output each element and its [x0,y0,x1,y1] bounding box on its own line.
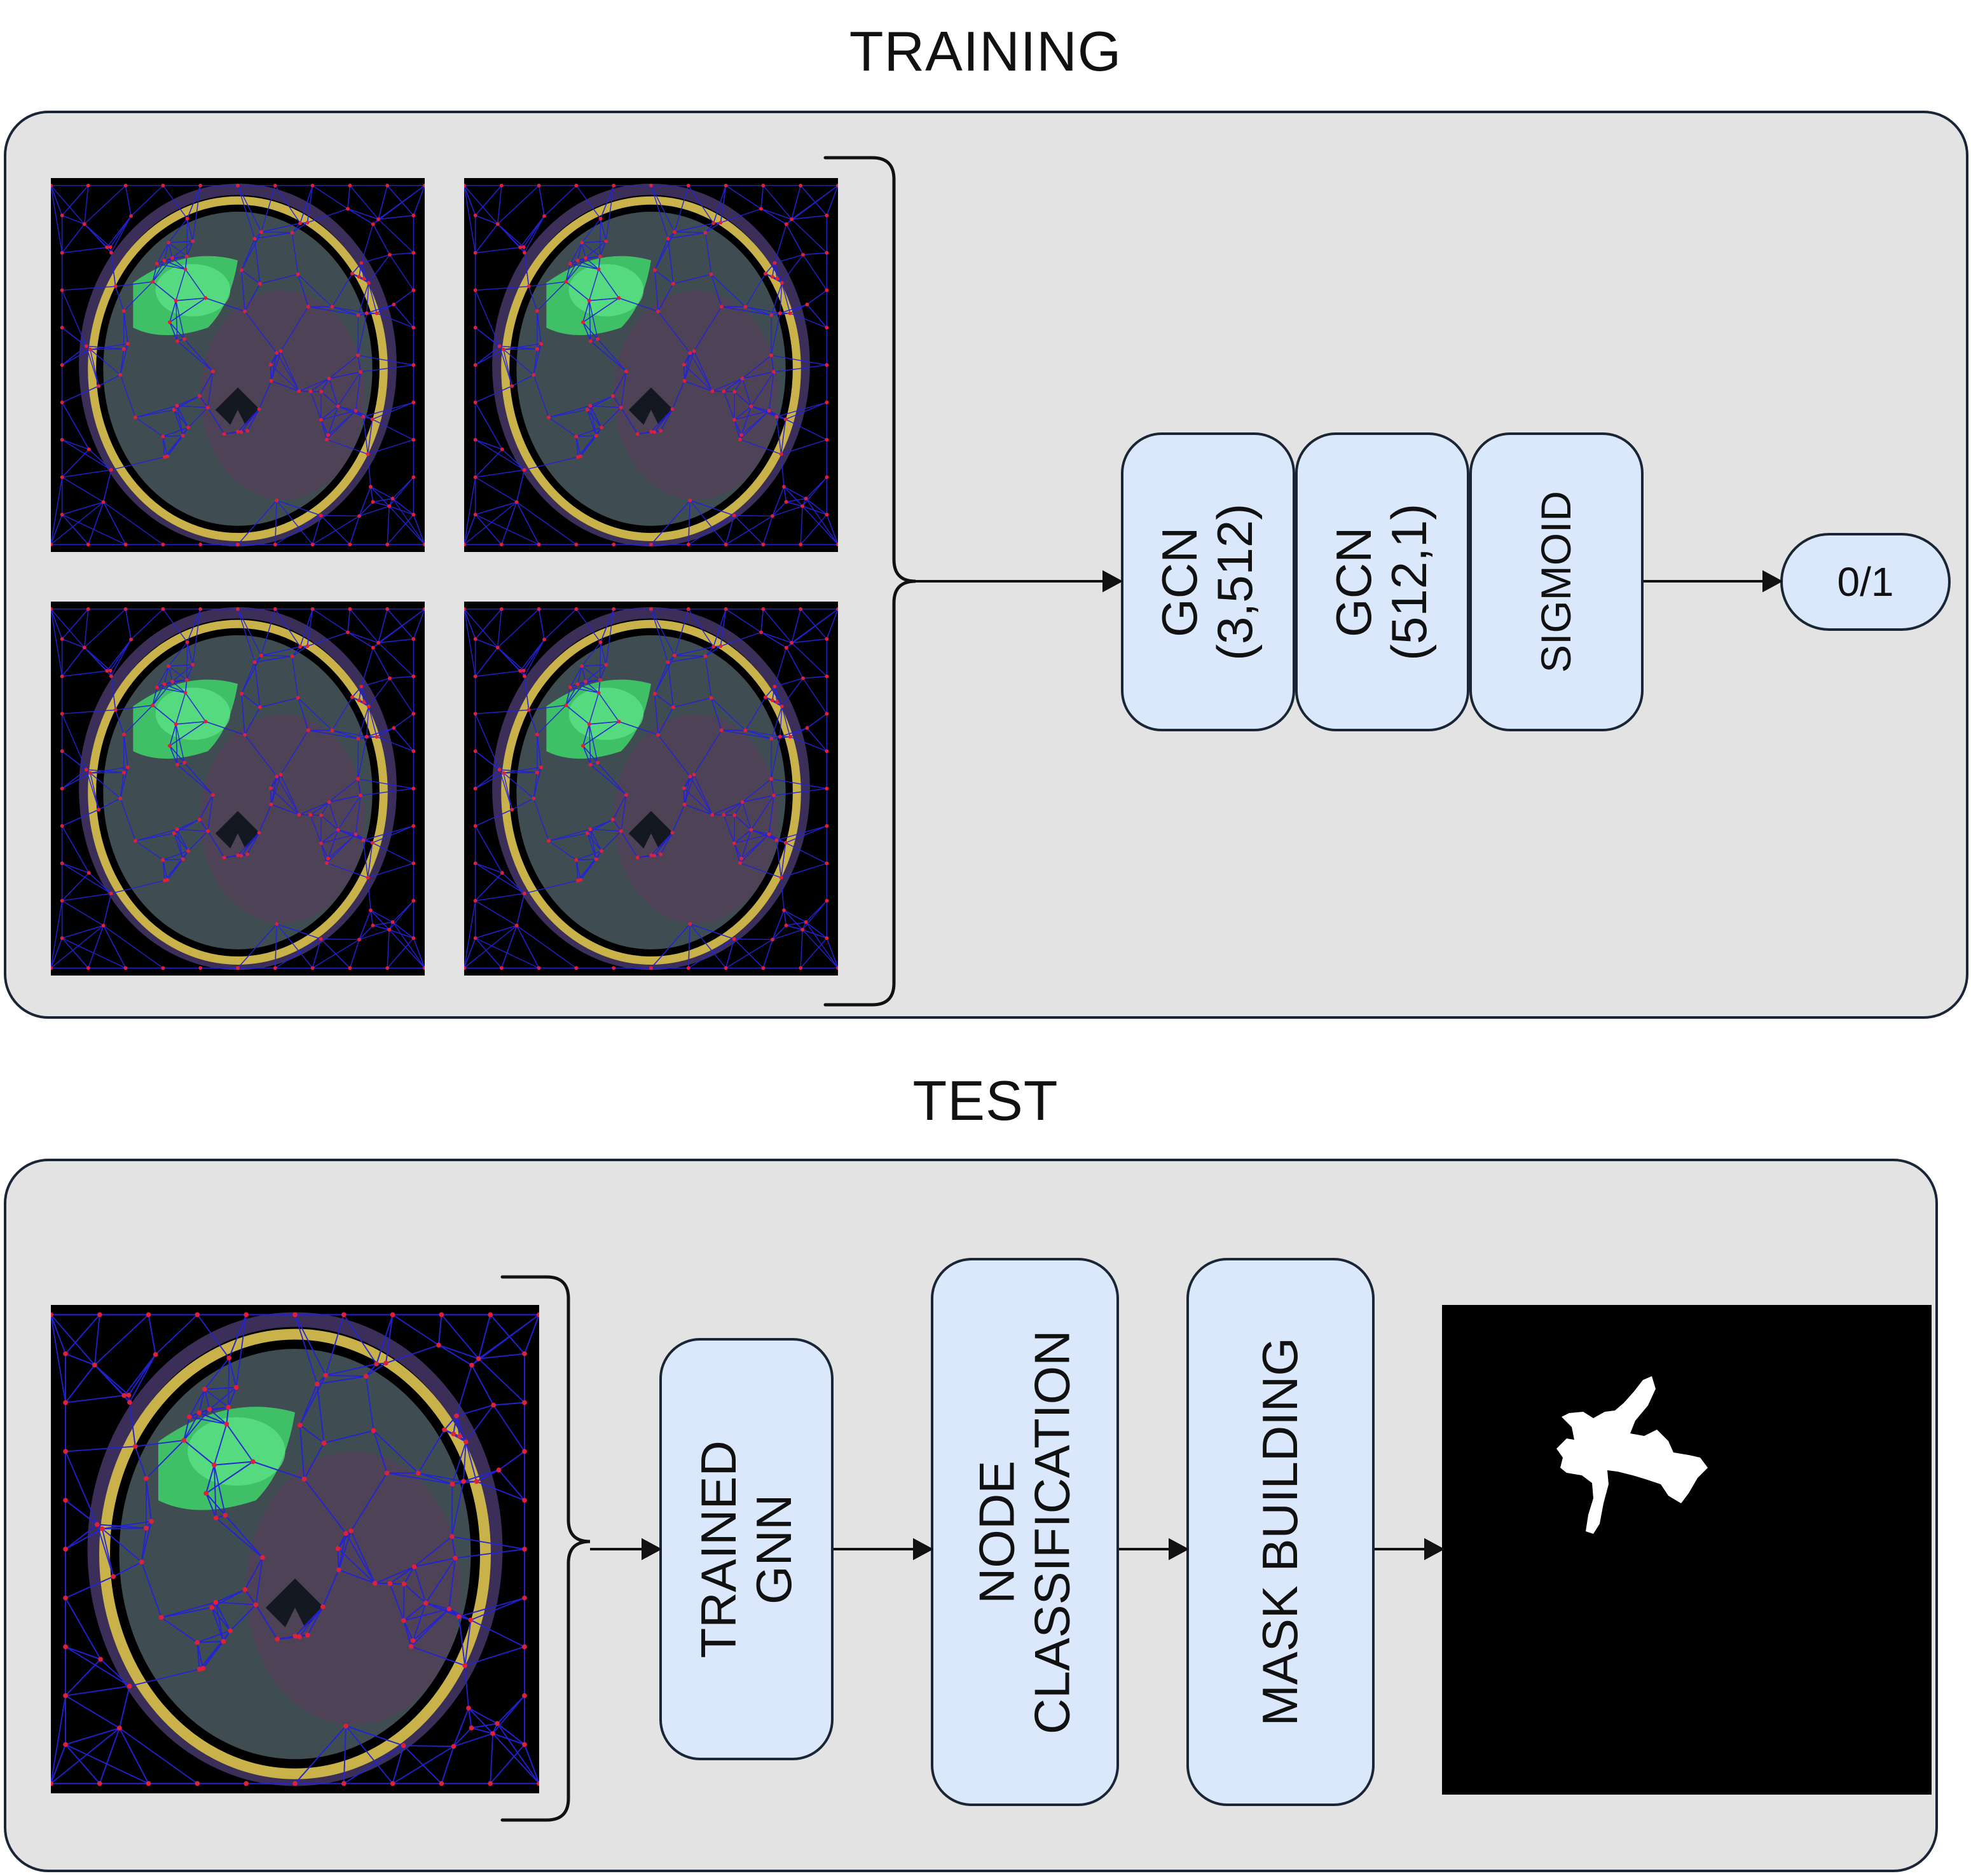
training-brain-graph-4 [464,602,838,976]
sigmoid-block: SIGMOID [1469,432,1644,731]
node-classification-line2: CLASSIFICATION [1024,1330,1080,1734]
gcn-layer-1-dims: (3,512) [1207,503,1263,661]
trained-gnn-block: TRAINED GNN [659,1338,834,1760]
training-brain-graph-3 [51,602,425,976]
test-brain-graph [51,1305,539,1793]
gcn-layer-2-dims: (512,1) [1381,503,1438,661]
trained-gnn-line2: GNN [746,1494,802,1604]
mri-graph-illustration [51,178,425,552]
gcn-layer-1-name: GCN [1151,527,1208,637]
sigmoid-label: SIGMOID [1532,490,1580,673]
binary-output-pill: 0/1 [1780,533,1951,631]
gcn-layer-2-block: GCN (512,1) [1295,432,1469,731]
gcn-layer-2-name: GCN [1326,527,1382,637]
binary-output-label: 0/1 [1837,559,1894,605]
mri-graph-illustration [51,602,425,976]
mask-building-block: MASK BUILDING [1186,1258,1375,1806]
trained-gnn-line1: TRAINED [690,1440,746,1659]
training-title: TRAINING [849,20,1122,83]
training-brain-graph-2 [464,178,838,552]
mask-building-label: MASK BUILDING [1252,1337,1308,1727]
tumor-mask-shape [1556,1376,1708,1534]
gcn-layer-1-block: GCN (3,512) [1121,432,1295,731]
test-title: TEST [912,1069,1059,1132]
training-brain-graph-1 [51,178,425,552]
mri-graph-illustration [464,178,838,552]
segmentation-mask-output [1442,1305,1932,1795]
node-classification-line1: NODE [968,1460,1025,1604]
mri-graph-illustration [51,1305,539,1793]
mri-graph-illustration [464,602,838,976]
node-classification-block: NODE CLASSIFICATION [931,1258,1119,1806]
